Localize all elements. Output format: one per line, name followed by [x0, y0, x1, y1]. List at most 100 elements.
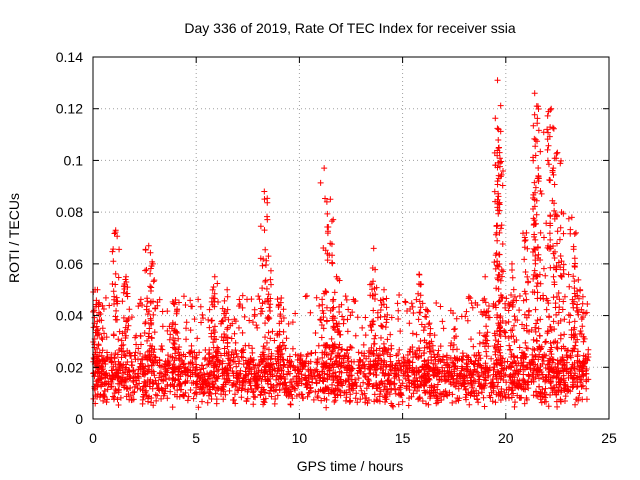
data-point [300, 362, 307, 369]
data-point [114, 396, 121, 403]
data-point [497, 102, 504, 109]
data-point [339, 313, 346, 320]
data-point [471, 352, 478, 359]
data-point [120, 314, 127, 321]
data-point [374, 352, 381, 359]
data-point [448, 373, 455, 380]
data-point [419, 398, 426, 405]
y-tick-label: 0.06 [56, 256, 83, 272]
data-point [271, 400, 278, 407]
data-point [384, 336, 391, 343]
data-point [307, 387, 314, 394]
data-point [406, 366, 413, 373]
data-point [137, 333, 144, 340]
data-point [276, 386, 283, 393]
data-point [547, 243, 554, 250]
x-tick-label: 20 [498, 430, 514, 446]
data-point [112, 313, 119, 320]
data-point [542, 339, 549, 346]
data-point [499, 182, 506, 189]
data-point [110, 363, 117, 370]
data-point [534, 371, 541, 378]
data-point [273, 360, 280, 367]
data-point [115, 336, 122, 343]
y-tick-label: 0.04 [56, 308, 83, 324]
data-point [530, 392, 537, 399]
data-point [221, 330, 228, 337]
data-point [286, 388, 293, 395]
data-point [213, 400, 220, 407]
data-point [260, 349, 267, 356]
data-point [524, 345, 531, 352]
data-point [544, 328, 551, 335]
data-point [501, 372, 508, 379]
data-point [321, 395, 328, 402]
data-point [208, 317, 215, 324]
data-point [267, 387, 274, 394]
data-point [319, 354, 326, 361]
data-point [560, 261, 567, 268]
data-point [226, 361, 233, 368]
data-point [265, 291, 272, 298]
data-point [511, 354, 518, 361]
data-point [131, 373, 138, 380]
data-point [224, 326, 231, 333]
data-point [531, 245, 538, 252]
data-point [174, 393, 181, 400]
data-point [365, 377, 372, 384]
data-point [558, 345, 565, 352]
data-point [531, 111, 538, 118]
data-point [464, 380, 471, 387]
data-point [421, 350, 428, 357]
data-point [153, 397, 160, 404]
data-point [105, 381, 112, 388]
data-point [219, 318, 226, 325]
data-point [483, 333, 490, 340]
data-point [285, 320, 292, 327]
data-point [115, 274, 122, 281]
data-point [574, 352, 581, 359]
data-point [134, 385, 141, 392]
data-point [274, 296, 281, 303]
data-point [233, 350, 240, 357]
data-point [422, 313, 429, 320]
data-point [552, 211, 559, 218]
data-point [151, 346, 158, 353]
data-point [495, 136, 502, 143]
data-point [282, 376, 289, 383]
data-point [142, 389, 149, 396]
data-point [292, 310, 299, 317]
data-point [573, 304, 580, 311]
data-point [547, 222, 554, 229]
data-point [280, 371, 287, 378]
data-point [393, 371, 400, 378]
data-point [115, 387, 122, 394]
data-point [137, 296, 144, 303]
data-point [513, 337, 520, 344]
data-point [219, 372, 226, 379]
data-point [393, 360, 400, 367]
data-point [494, 383, 501, 390]
data-point [118, 342, 125, 349]
data-point [372, 372, 379, 379]
data-point [506, 342, 513, 349]
data-point [336, 303, 343, 310]
data-point [277, 299, 284, 306]
data-point [510, 297, 517, 304]
data-point [280, 306, 287, 313]
data-point [223, 379, 230, 386]
data-point [542, 374, 549, 381]
data-point [480, 394, 487, 401]
data-point [512, 359, 519, 366]
data-point [550, 125, 557, 132]
data-point [263, 339, 270, 346]
data-point [116, 246, 123, 253]
data-point [357, 357, 364, 364]
data-point [126, 306, 133, 313]
data-point [447, 355, 454, 362]
data-point [172, 297, 179, 304]
data-point [162, 371, 169, 378]
data-point [568, 372, 575, 379]
data-point [402, 375, 409, 382]
data-point [130, 396, 137, 403]
